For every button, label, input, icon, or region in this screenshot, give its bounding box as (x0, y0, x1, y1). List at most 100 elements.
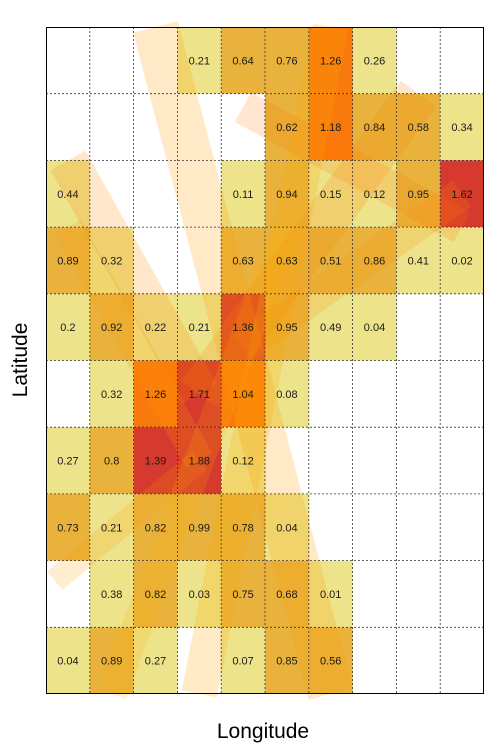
cell-value-label: 0.27 (145, 656, 166, 668)
cell-value-label: 0.04 (57, 656, 78, 668)
heatmap-cell (133, 560, 178, 628)
heatmap-cell (352, 93, 397, 161)
heatmap-cell (308, 627, 353, 694)
heatmap-cell (133, 360, 178, 428)
heatmap-cell (177, 27, 222, 94)
heatmap-cell (265, 93, 309, 161)
cell-value-label: 0.2 (60, 322, 75, 334)
cell-value-label: 0.92 (101, 322, 122, 334)
cell-value-label: 0.11 (233, 189, 254, 201)
heatmap-cell (265, 493, 309, 561)
heatmap-cell (221, 227, 265, 294)
heatmap-cell (396, 93, 441, 161)
cell-value-label: 0.21 (101, 522, 122, 534)
overlay-band (233, 180, 472, 361)
heatmap-cell (308, 27, 353, 94)
cell-value-label: 0.62 (276, 122, 297, 134)
heatmap-cell (221, 560, 265, 628)
heatmap-cell (221, 493, 265, 561)
heatmap-cell (133, 427, 178, 494)
grid-lines (46, 27, 484, 694)
cell-value-label: 0.03 (189, 589, 210, 601)
cell-value-label: 0.85 (276, 656, 297, 668)
heatmap-cell (89, 427, 134, 494)
heatmap-cell (352, 293, 397, 361)
heatmap-cell (46, 493, 90, 561)
cell-value-label: 0.95 (276, 322, 297, 334)
heatmap-cells (46, 27, 484, 694)
cell-value-label: 0.82 (145, 522, 166, 534)
heatmap-cell (177, 293, 222, 361)
cell-value-label: 0.26 (364, 55, 385, 67)
cell-value-label: 0.58 (408, 122, 429, 134)
heatmap-cell (352, 227, 397, 294)
heatmap-cell (265, 560, 309, 628)
cell-value-label: 0.8 (104, 456, 119, 468)
heatmap-cell (46, 427, 90, 494)
heatmap-cell (177, 493, 222, 561)
cell-value-label: 0.86 (364, 255, 385, 267)
heatmap-cell (308, 160, 353, 228)
heatmap-cell (133, 293, 178, 361)
overlay-band (97, 221, 301, 700)
cell-value-label: 1.39 (145, 456, 166, 468)
heatmap-cell (89, 293, 134, 361)
cell-value-label: 0.78 (232, 522, 253, 534)
cell-value-label: 1.26 (320, 55, 341, 67)
heatmap-cell (133, 493, 178, 561)
heatmap-cell (133, 627, 178, 694)
cell-value-label: 0.56 (320, 656, 341, 668)
heatmap-cell (221, 27, 265, 94)
cell-value-label: 0.04 (276, 522, 297, 534)
cell-value-label: 0.75 (232, 589, 253, 601)
heatmap-cell (308, 93, 353, 161)
cell-value-label: 0.21 (189, 322, 210, 334)
cell-value-label: 0.41 (408, 255, 429, 267)
cell-value-label: 0.82 (145, 589, 166, 601)
cell-value-label: 0.21 (189, 55, 210, 67)
cell-value-label: 1.62 (451, 189, 472, 201)
x-axis-title: Longitude (217, 720, 309, 743)
heatmap-cell (221, 360, 265, 428)
heatmap-cell (46, 160, 90, 228)
heatmap-cell (265, 27, 309, 94)
heatmap-cell (221, 160, 265, 228)
cell-value-label: 1.04 (232, 389, 253, 401)
cell-value-label: 0.68 (276, 589, 297, 601)
heatmap-cell (440, 93, 484, 161)
cell-value-label: 0.95 (408, 189, 429, 201)
heatmap-cell (46, 227, 90, 294)
cell-value-label: 0.99 (189, 522, 210, 534)
heatmap-cell (177, 360, 222, 428)
cell-value-label: 0.51 (320, 255, 341, 267)
cell-value-label: 1.18 (320, 122, 341, 134)
cell-value-label: 0.44 (57, 189, 78, 201)
heatmap-cell (308, 560, 353, 628)
cell-value-label: 0.01 (320, 589, 341, 601)
heatmap-cell (265, 293, 309, 361)
cell-value-label: 0.12 (232, 456, 253, 468)
heatmap-cell (89, 227, 134, 294)
heatmap-cell (440, 160, 484, 228)
heatmap-cell (265, 160, 309, 228)
heatmap-cell (177, 560, 222, 628)
cell-value-label: 1.88 (189, 456, 210, 468)
cell-value-label: 0.15 (320, 189, 341, 201)
heatmap-cell (89, 627, 134, 694)
heatmap-cell (308, 293, 353, 361)
cell-value-label: 0.32 (101, 389, 122, 401)
cell-value-label: 0.89 (101, 656, 122, 668)
heatmap-cell (265, 227, 309, 294)
heatmap-cell (89, 493, 134, 561)
cell-value-label: 1.36 (232, 322, 253, 334)
heatmap-cell (221, 627, 265, 694)
cell-value-label: 0.22 (145, 322, 166, 334)
heatmap-cell (396, 227, 441, 294)
cell-value-label: 0.84 (364, 122, 385, 134)
heatmap-cell (440, 227, 484, 294)
heatmap-cell (352, 160, 397, 228)
cell-value-label: 0.49 (320, 322, 341, 334)
cell-value-label: 0.76 (276, 55, 297, 67)
cell-value-label: 0.63 (276, 255, 297, 267)
